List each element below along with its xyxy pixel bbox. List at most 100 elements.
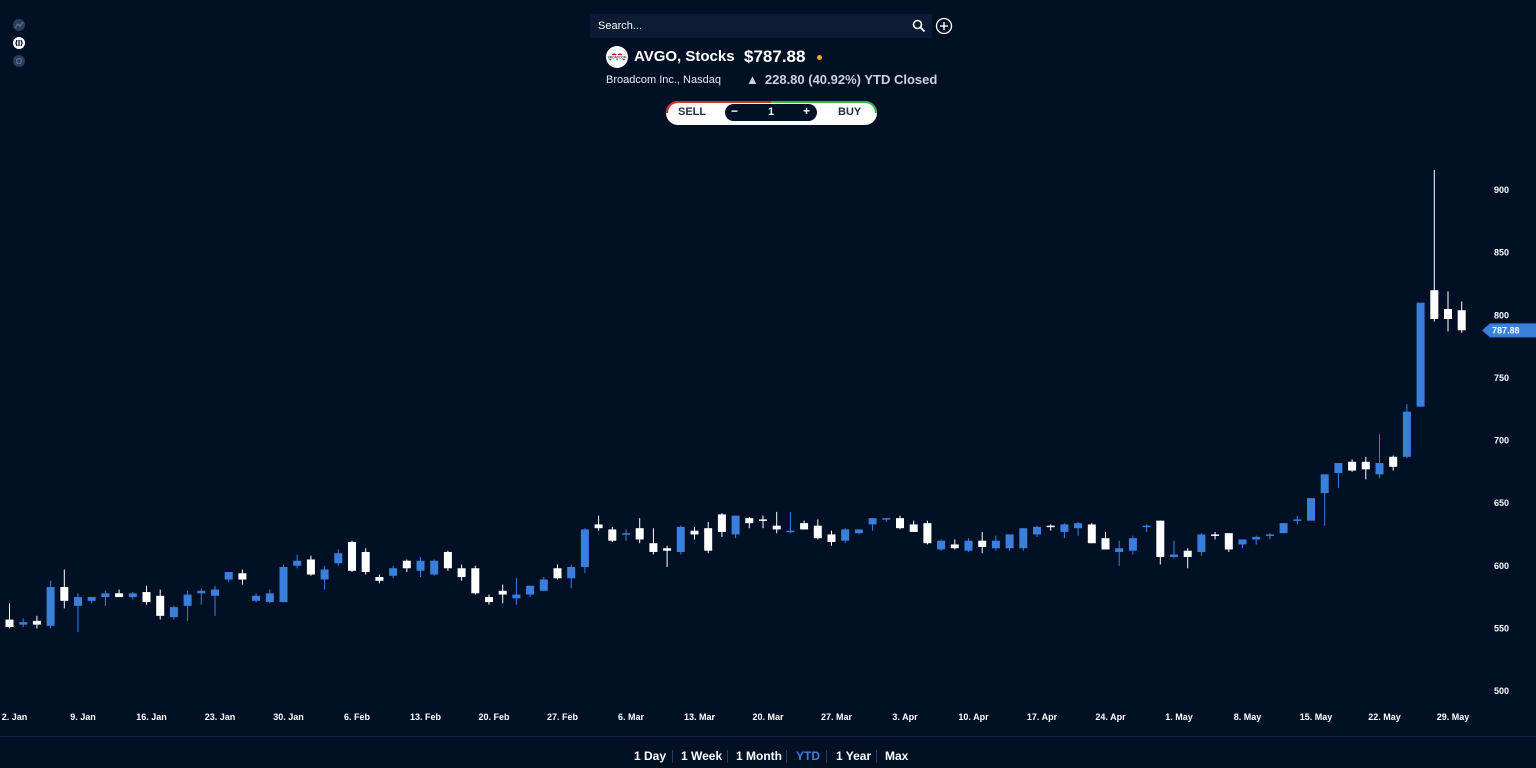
candle-body [841,529,850,541]
candle-body [265,593,274,603]
candle-body [937,540,946,550]
candle-body [896,518,904,529]
search-bar [590,14,932,38]
candle-body [1416,302,1425,407]
x-tick-label: 27. Feb [547,712,579,722]
candle-body [964,540,973,551]
x-tick-label: 13. Mar [684,712,716,722]
x-tick-label: 15. May [1300,712,1333,722]
candle-body [539,579,548,591]
range-1-month[interactable]: 1 Month [736,749,782,763]
candle-body [512,594,521,599]
range-1-week[interactable]: 1 Week [681,749,723,763]
range-1-year[interactable]: 1 Year [836,749,872,763]
candle-body [622,533,630,535]
candle-body [1142,525,1151,528]
side-toolbar [12,18,26,72]
y-tick-label: 700 [1494,436,1509,446]
x-tick-label: 9. Jan [70,712,96,722]
candle-body [1361,461,1370,470]
candle-body [375,577,384,581]
search-icon[interactable] [912,19,926,33]
quantity-stepper [725,104,817,121]
range-separator [672,750,673,763]
candle-body [1444,308,1452,320]
candle-body [567,567,576,579]
candle-body [389,568,398,576]
candle-body [1033,526,1041,535]
decrease-quantity-button[interactable]: − [731,104,739,118]
candle-body [526,585,535,595]
x-tick-label: 20. Mar [752,712,784,722]
candle-body [786,530,795,533]
candle-body [224,572,233,580]
range-ytd[interactable]: YTD [796,749,820,763]
chart-type-icon[interactable] [12,18,26,32]
candle-body [334,553,343,564]
candle-body [991,540,1000,549]
quantity-value[interactable]: 1 [768,106,775,118]
candle-body [1252,536,1261,540]
candle-body [156,595,165,616]
x-tick-label: 29. May [1437,712,1470,722]
range-max[interactable]: Max [885,749,909,763]
candle-body [1197,534,1206,552]
price-chart[interactable]: 500 550 600 650 700 750 800 850 900 2. Jan 9. Jan 1… [0,0,1536,736]
range-selector: 1 Day 1 Week 1 Month YTD 1 Year Max [0,749,1536,765]
candle-body [1074,523,1083,529]
candle-body [1046,525,1055,528]
candle-body [320,569,329,580]
x-tick-label: 8. May [1234,712,1262,722]
candle-body [1334,463,1343,474]
range-separator [727,750,728,763]
candle-body [1019,528,1028,549]
search-input[interactable] [598,14,898,38]
candle-body [923,523,932,544]
last-price-label: 787.88 [1492,325,1520,335]
range-separator [876,750,877,763]
candle-body [759,519,767,521]
y-tick-label: 600 [1494,561,1509,571]
candle-body [169,607,178,618]
candle-body [580,529,589,568]
candle-body [608,529,617,541]
range-1-day[interactable]: 1 Day [634,749,667,763]
increase-quantity-button[interactable]: + [803,104,811,118]
x-tick-label: 6. Mar [618,712,645,722]
y-tick-label: 800 [1494,310,1509,320]
candle-body [854,529,863,534]
x-tick-label: 1. May [1165,712,1193,722]
candle-body [5,619,14,628]
chart-bottom-divider [0,736,1536,737]
indicators-icon[interactable] [12,36,26,50]
candle-body [1265,534,1274,536]
candle-body [238,573,247,580]
candle-body [183,594,192,606]
candle-body [306,559,315,575]
candle-body [142,592,151,603]
settings-icon[interactable] [12,54,26,68]
range-separator [826,750,827,763]
x-tick-label: 30. Jan [273,712,304,722]
candle-body [1402,411,1411,457]
candle-body [197,590,206,594]
candle-body [1060,524,1069,532]
candle-body [1101,538,1110,550]
buy-button[interactable]: BUY [838,106,862,118]
candle-body [402,560,411,569]
x-tick-label: 16. Jan [136,712,167,722]
candle-body [1238,539,1247,545]
candle-body [115,593,124,598]
candle-body [731,515,740,535]
candle-body [882,518,891,520]
market-status-dot [817,55,822,60]
add-icon[interactable] [935,17,953,35]
candle-body [635,528,644,540]
candle-body [772,525,781,530]
candle-body [1430,290,1439,320]
candle-body [252,595,261,601]
candle-body [663,548,672,551]
candle-body [1348,461,1357,471]
sell-button[interactable]: SELL [678,106,707,118]
candle-body [704,528,713,551]
